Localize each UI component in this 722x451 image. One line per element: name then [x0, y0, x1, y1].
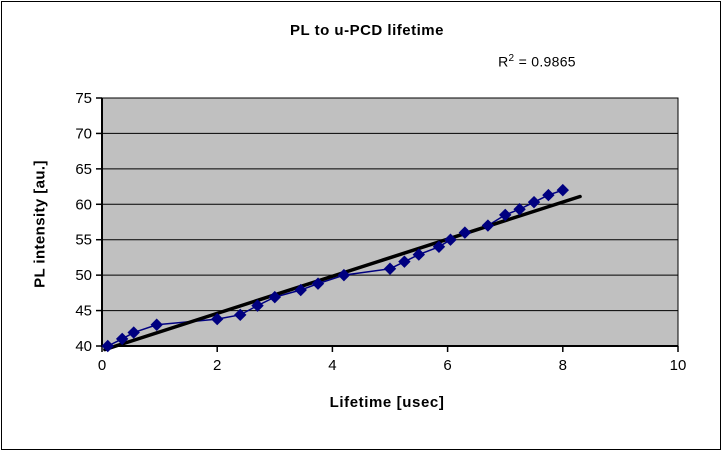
x-tick-label: 4	[328, 357, 336, 374]
data-point-marker	[251, 299, 264, 312]
y-tick-label: 50	[75, 267, 92, 284]
data-point-marker	[234, 308, 247, 322]
data-point-marker	[481, 219, 495, 232]
data-point-marker	[458, 226, 472, 239]
y-tick-label: 45	[75, 303, 92, 320]
x-axis-title: Lifetime [usec]	[329, 394, 445, 411]
y-tick-label: 70	[75, 125, 92, 142]
data-point-marker	[412, 248, 426, 261]
y-tick-label: 55	[75, 232, 92, 249]
y-tick-label: 65	[75, 161, 92, 178]
data-point-marker	[268, 290, 282, 304]
x-tick-label: 10	[670, 357, 687, 374]
r-squared-base: R	[498, 53, 509, 70]
data-point-marker	[527, 195, 541, 209]
y-axis-title: PL intensity [au.]	[31, 160, 49, 288]
data-point-marker	[294, 283, 307, 297]
x-tick-label: 0	[98, 357, 106, 374]
y-tick-label: 40	[75, 338, 92, 355]
data-point-marker	[432, 240, 446, 254]
data-point-marker	[127, 326, 140, 339]
plot-background	[101, 97, 679, 347]
data-point-marker	[498, 208, 512, 222]
data-point-marker	[556, 183, 570, 197]
r-squared-value: = 0.9865	[514, 53, 576, 70]
data-point-marker	[101, 339, 114, 353]
r-squared-exponent: 2	[508, 53, 515, 64]
x-tick-label: 8	[559, 357, 567, 374]
data-point-marker	[444, 233, 457, 246]
data-point-marker	[398, 255, 411, 268]
y-tick-label: 75	[75, 90, 92, 107]
y-tick-label: 60	[75, 196, 92, 213]
chart-title: PL to u-PCD lifetime	[290, 22, 444, 39]
data-point-marker	[311, 277, 325, 290]
data-point-marker	[542, 188, 555, 202]
data-point-marker	[383, 262, 397, 275]
x-tick-label: 6	[443, 357, 451, 374]
r-squared-annotation: R2 = 0.9865	[472, 53, 602, 70]
data-point-marker	[150, 318, 163, 331]
data-point-marker	[115, 332, 129, 346]
data-point-marker	[513, 203, 526, 216]
data-point-marker	[210, 312, 224, 326]
x-tick-label: 2	[213, 357, 221, 374]
data-point-marker	[337, 268, 351, 282]
